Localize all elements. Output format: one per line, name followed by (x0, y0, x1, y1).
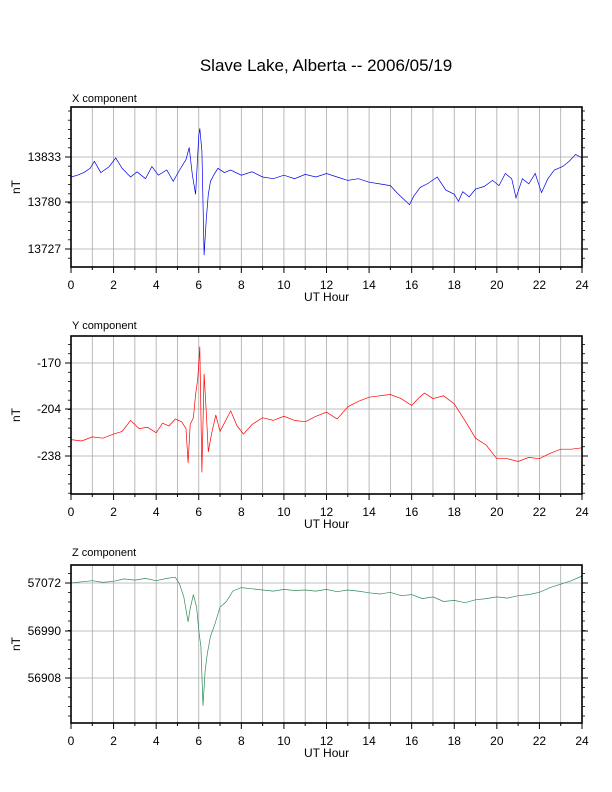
x-tick-label-y: 24 (575, 505, 589, 519)
x-tick-label-x: 18 (448, 278, 462, 292)
x-tick-label-z: 20 (490, 734, 504, 748)
x-tick-label-z: 24 (575, 734, 589, 748)
panel-label-y: Y component (72, 320, 137, 332)
y-axis-title-x: nT (9, 179, 23, 194)
y-tick-label-y: -238 (37, 449, 61, 463)
y-tick-label-y: -204 (37, 402, 61, 416)
y-tick-label-z: 56990 (28, 624, 62, 638)
x-tick-label-x: 0 (68, 278, 75, 292)
x-tick-label-y: 16 (405, 505, 419, 519)
x-tick-label-x: 6 (195, 278, 202, 292)
y-tick-label-x: 13833 (28, 150, 62, 164)
x-tick-label-z: 22 (533, 734, 547, 748)
y-tick-label-x: 13727 (28, 242, 62, 256)
x-tick-label-y: 12 (320, 505, 334, 519)
x-tick-label-z: 0 (68, 734, 75, 748)
x-tick-label-x: 10 (277, 278, 291, 292)
x-tick-label-z: 10 (277, 734, 291, 748)
x-tick-label-y: 0 (68, 505, 75, 519)
x-axis-title-z: UT Hour (304, 746, 349, 760)
x-tick-label-z: 18 (448, 734, 462, 748)
y-tick-label-y: -170 (37, 356, 61, 370)
x-tick-label-y: 10 (277, 505, 291, 519)
x-tick-label-x: 4 (153, 278, 160, 292)
x-tick-label-x: 20 (490, 278, 504, 292)
x-tick-label-x: 8 (238, 278, 245, 292)
x-tick-label-x: 24 (575, 278, 589, 292)
x-tick-label-z: 12 (320, 734, 334, 748)
y-tick-label-x: 13780 (28, 195, 62, 209)
x-tick-label-x: 16 (405, 278, 419, 292)
y-axis-title-y: nT (9, 407, 23, 422)
x-tick-label-y: 22 (533, 505, 547, 519)
x-tick-label-y: 18 (448, 505, 462, 519)
x-tick-label-z: 2 (110, 734, 117, 748)
panel-label-z: Z component (72, 547, 136, 559)
x-tick-label-x: 22 (533, 278, 547, 292)
x-tick-label-y: 6 (195, 505, 202, 519)
x-axis-title-x: UT Hour (304, 290, 349, 304)
series-line-x (70, 128, 583, 256)
panel-label-x: X component (72, 93, 137, 105)
x-tick-label-x: 14 (362, 278, 376, 292)
x-tick-label-z: 4 (153, 734, 160, 748)
page-title: Slave Lake, Alberta -- 2006/05/19 (199, 56, 453, 75)
x-axis-title-y: UT Hour (304, 517, 349, 531)
x-tick-label-x: 12 (320, 278, 334, 292)
x-tick-label-z: 14 (362, 734, 376, 748)
y-tick-label-z: 56908 (28, 671, 62, 685)
x-tick-label-y: 4 (153, 505, 160, 519)
y-axis-title-z: nT (9, 636, 23, 651)
x-tick-label-z: 8 (238, 734, 245, 748)
series-line-y (70, 346, 583, 473)
x-tick-label-y: 20 (490, 505, 504, 519)
x-tick-label-x: 2 (110, 278, 117, 292)
x-tick-label-y: 14 (362, 505, 376, 519)
x-tick-label-z: 6 (195, 734, 202, 748)
series-line-z (70, 575, 583, 706)
x-tick-label-y: 2 (110, 505, 117, 519)
x-tick-label-y: 8 (238, 505, 245, 519)
x-tick-label-z: 16 (405, 734, 419, 748)
y-tick-label-z: 57072 (28, 576, 62, 590)
